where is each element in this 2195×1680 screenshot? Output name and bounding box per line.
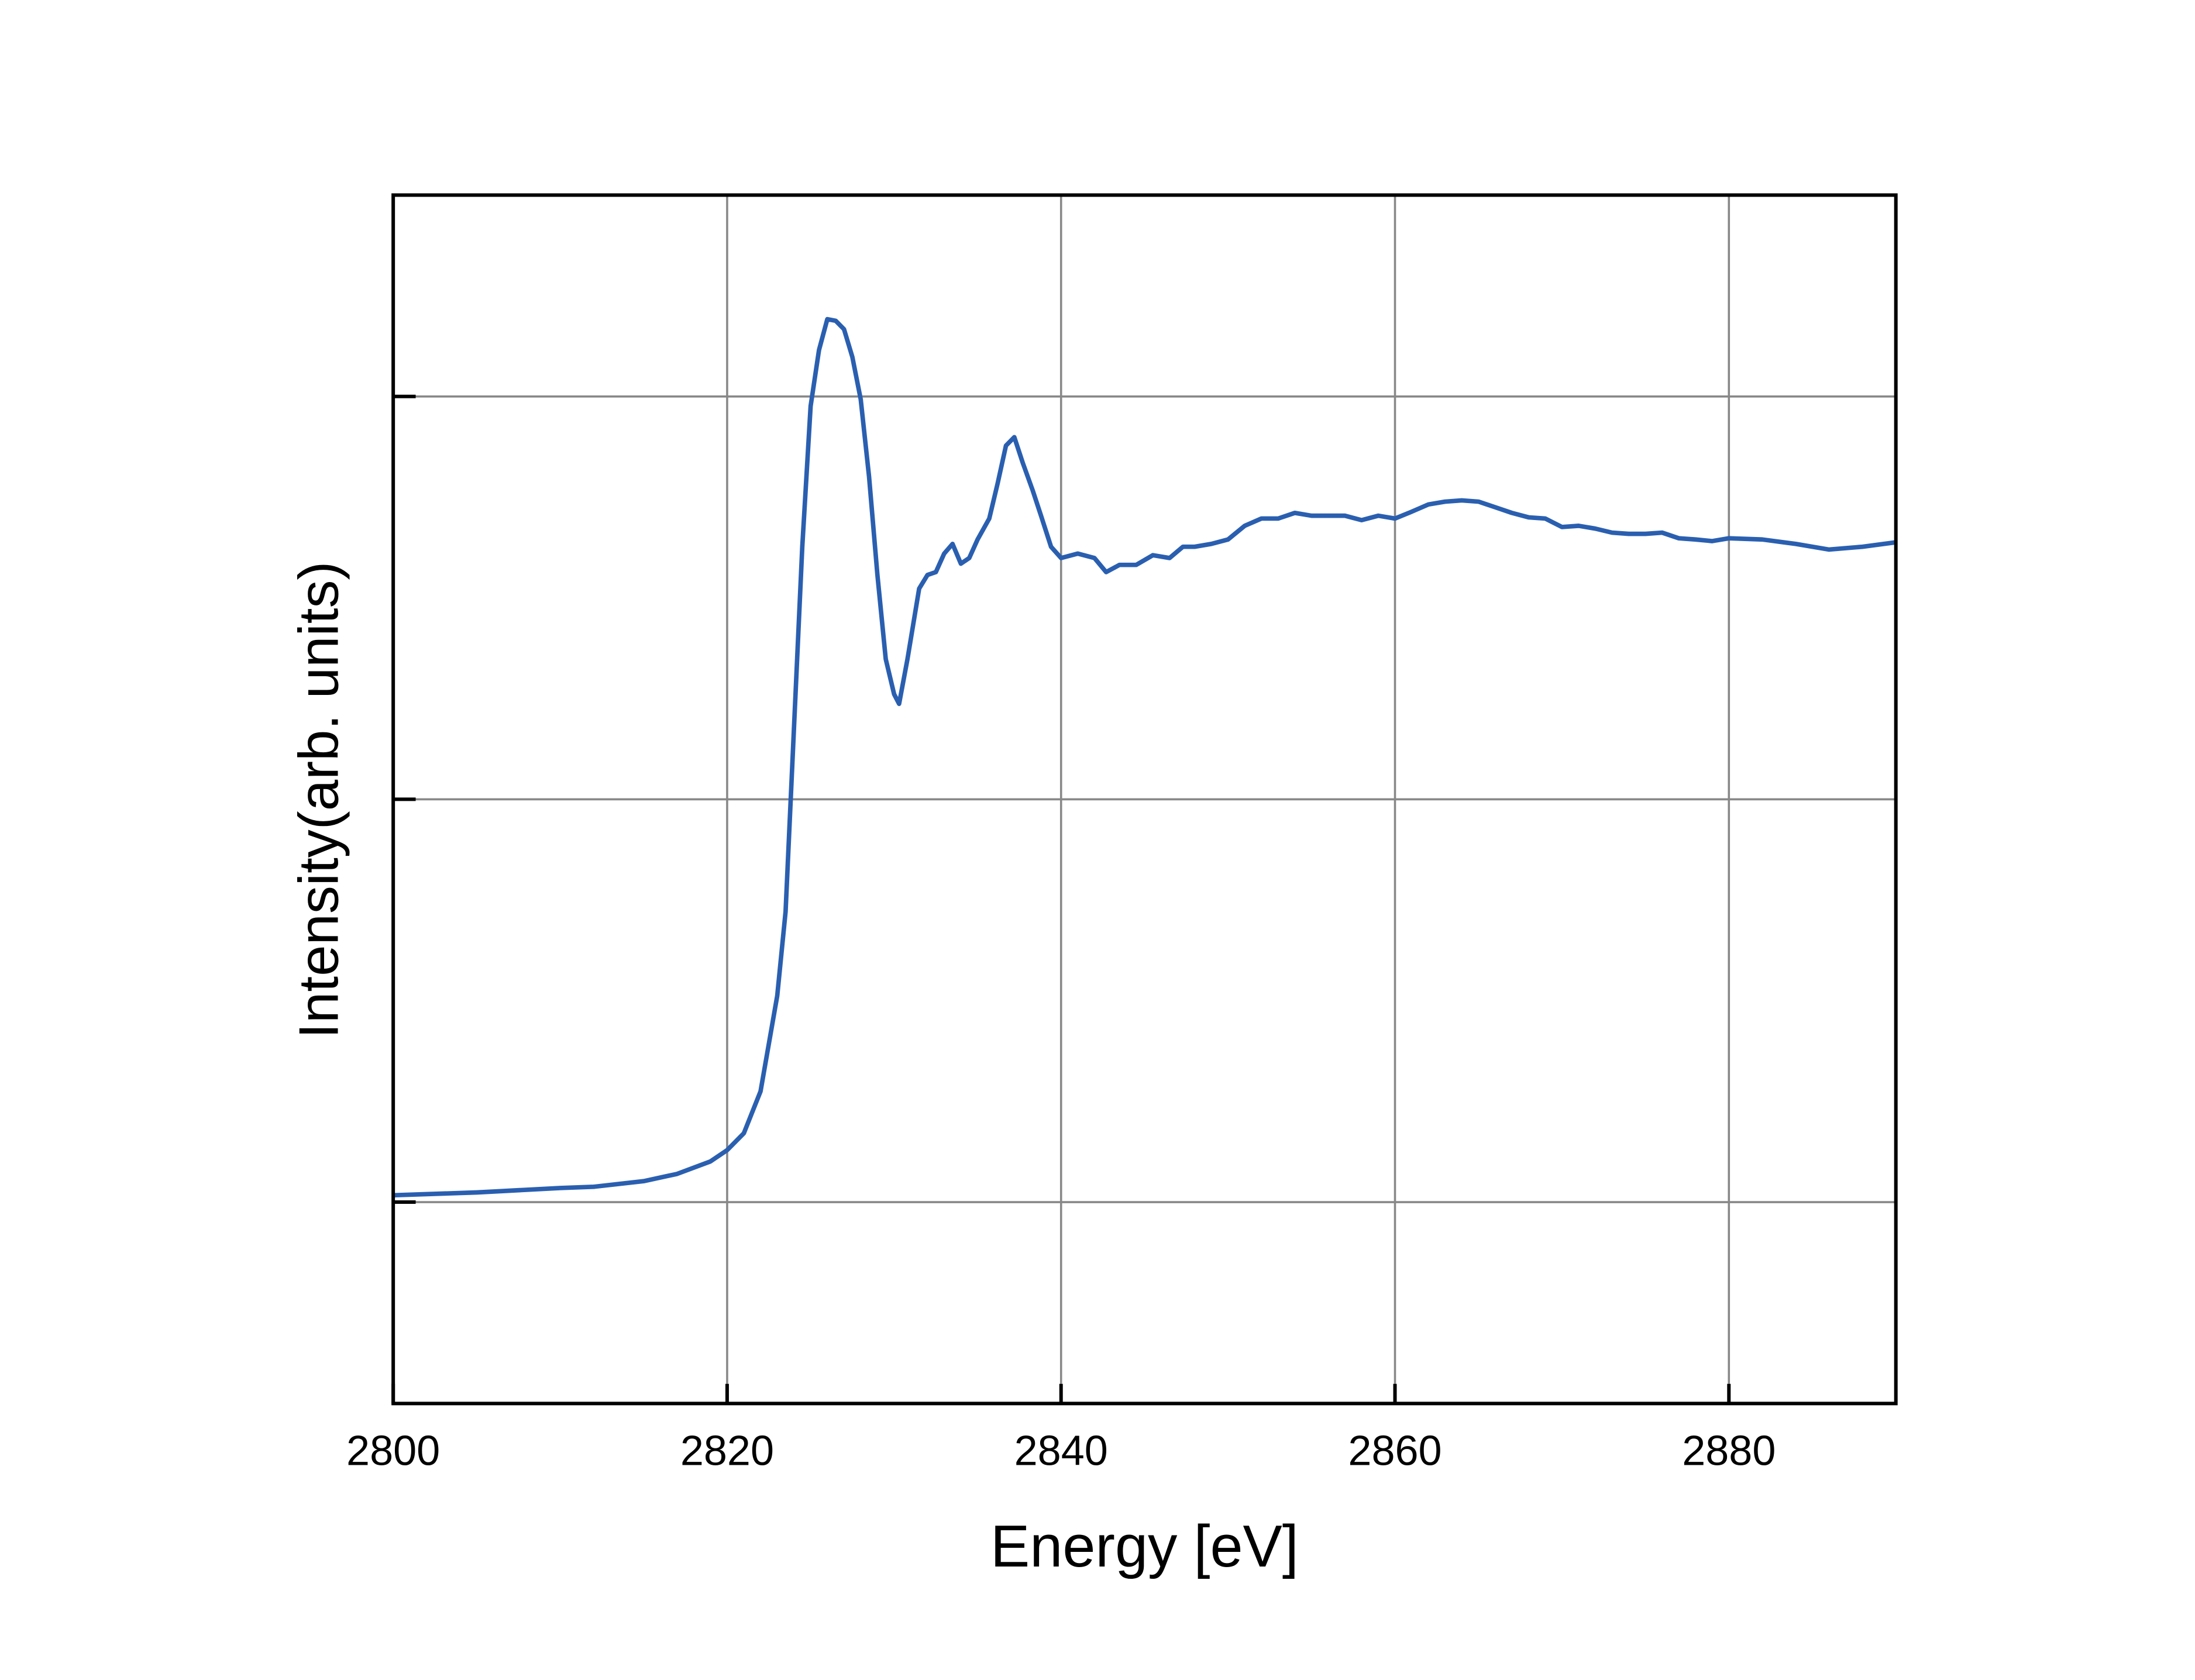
- x-tick-label: 2820: [680, 1428, 774, 1475]
- x-tick-label: 2880: [1682, 1428, 1776, 1475]
- data-line: [393, 316, 1897, 1198]
- x-tick-label: 2840: [1014, 1428, 1108, 1475]
- x-tick-label: 2860: [1348, 1428, 1441, 1475]
- x-axis-label: Energy [eV]: [990, 1514, 1299, 1579]
- y-axis-label: Intensity(arb. units): [287, 562, 350, 1039]
- x-tick-label: 2800: [346, 1428, 440, 1475]
- plot-frame: [391, 193, 1898, 1406]
